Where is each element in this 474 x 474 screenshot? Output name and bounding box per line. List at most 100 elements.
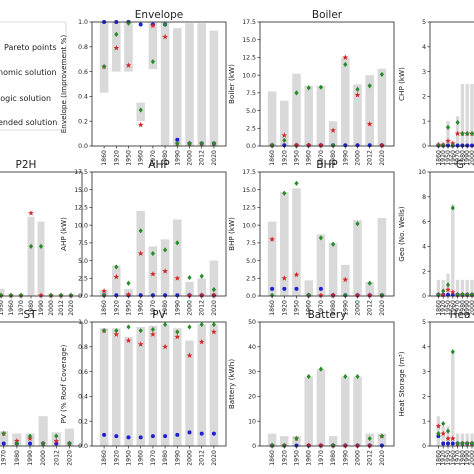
bar [353,376,362,446]
point [331,442,336,449]
point [67,440,72,447]
point [318,366,323,372]
point [379,71,384,78]
point [355,86,360,92]
point [354,292,361,298]
point [306,292,311,298]
axes-frame [259,321,395,447]
legend-entry-2: logic solution [0,94,51,103]
x-tick-label: 1920 [281,150,288,166]
x-tick-label: 1990 [464,300,471,316]
y-tick-label: 0.0 [246,293,256,300]
x-tick-label: 1860 [101,450,108,466]
point [113,45,120,51]
x-tick-label: 1990 [174,450,181,466]
point [379,433,384,439]
bar [124,336,133,446]
y-tick-label: 5.0 [78,258,88,265]
point [379,142,385,148]
bar [436,279,441,296]
bar [365,281,374,296]
axes-frame [429,321,474,447]
y-tick-label: 10 [418,169,426,176]
point [281,275,288,281]
bar [280,100,289,146]
point [102,328,107,334]
x-tick-label: 1970 [150,300,157,316]
point [367,280,372,286]
point [270,142,275,148]
x-tick-label: 1960 [450,300,457,316]
y-tick-label: 12.5 [242,55,256,62]
x-tick-label: 1980 [28,300,35,316]
point [113,273,120,280]
point [175,140,180,147]
bar [209,324,219,446]
point [126,324,131,330]
point [137,250,144,256]
point [440,291,447,298]
point [469,440,474,447]
point [318,235,323,241]
bar [316,234,326,296]
y-tick-label: 2 [422,94,426,101]
point [294,180,299,186]
x-tick-label: 2000 [48,300,55,316]
point [175,137,180,142]
point [198,338,205,345]
bar [304,280,313,296]
bar [446,121,450,146]
point [211,328,217,335]
bar [173,328,182,446]
x-tick-label: 2020 [211,150,218,166]
y-tick-label: 40 [248,344,256,351]
y-tick-label: 8 [422,194,426,201]
point [28,210,34,216]
x-tick-label: 2000 [355,150,362,166]
bar [267,91,277,146]
x-tick-label: 1950 [294,450,301,466]
x-tick-label: 1860 [101,150,108,166]
point [126,435,131,440]
point [113,331,120,337]
point [318,286,323,291]
x-tick-label: 1860 [435,150,442,166]
x-tick-label: 2012 [367,150,374,166]
point [175,432,180,437]
point [38,243,44,249]
x-tick-label: 2020 [379,450,386,466]
x-tick-label: 2000 [355,300,362,316]
panel-st: ST1960197019801990200020122020 [0,309,83,466]
point [367,83,372,89]
y-axis-label: Battery (kWh) [227,359,236,410]
x-tick-label: 2020 [68,300,75,316]
bar [160,239,170,296]
y-tick-label: 0.2 [78,118,88,125]
y-tick-label: 15.0 [242,187,256,194]
y-tick-label: 2.5 [246,275,256,282]
x-tick-label: 2012 [199,450,206,466]
point [1,441,6,446]
bar [185,281,194,296]
point [294,286,299,291]
y-tick-label: 4 [422,244,426,251]
point [366,121,373,127]
panel-title: Boiler [312,9,343,21]
y-tick-label: 0.6 [78,369,88,376]
bar [209,30,219,146]
point [450,349,455,355]
x-tick-label: 1980 [330,150,337,166]
x-tick-label: 1860 [269,300,276,316]
point [305,442,312,448]
y-tick-label: 4 [422,44,426,51]
x-tick-label: 1970 [150,450,157,466]
point [460,440,465,447]
point [318,84,323,90]
x-tick-label: 1960 [306,450,313,466]
x-tick-label: 1980 [459,150,466,166]
bar [185,340,194,446]
point [198,292,205,298]
